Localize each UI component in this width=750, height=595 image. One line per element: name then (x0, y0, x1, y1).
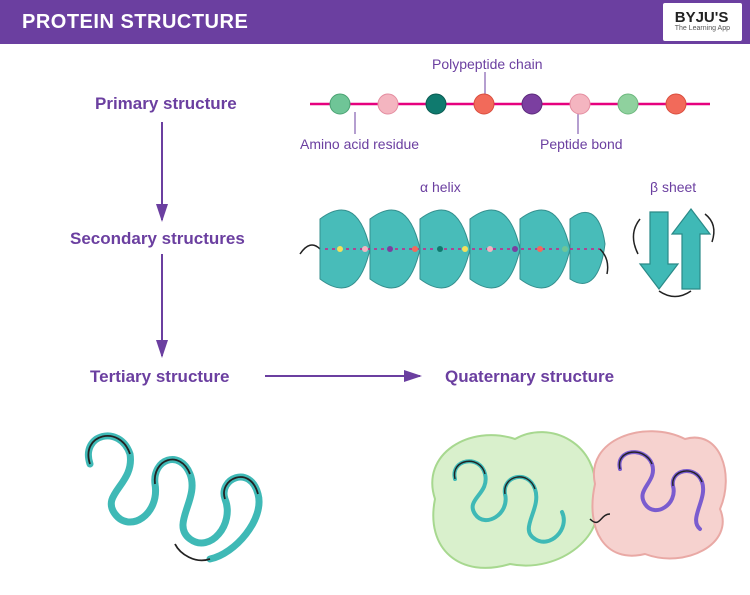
beta-sheet (620, 194, 730, 304)
primary-chain (0, 44, 750, 164)
tertiary-structure (60, 404, 290, 584)
header-bar: PROTEIN STRUCTURE BYJU'S The Learning Ap… (0, 0, 750, 44)
alpha-helix (295, 199, 615, 299)
diagram-canvas: Primary structure Secondary structures T… (0, 44, 750, 595)
logo-sub: The Learning App (675, 25, 730, 33)
quaternary-structure (400, 404, 740, 594)
page-title: PROTEIN STRUCTURE (0, 11, 248, 34)
logo: BYJU'S The Learning App (663, 3, 742, 41)
logo-main: BYJU'S (675, 10, 730, 25)
